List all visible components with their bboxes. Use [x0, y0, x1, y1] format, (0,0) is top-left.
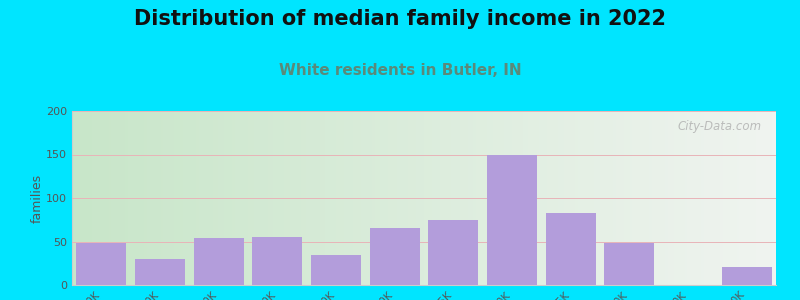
- Bar: [722, 267, 771, 285]
- Text: White residents in Butler, IN: White residents in Butler, IN: [278, 63, 522, 78]
- Bar: [429, 220, 478, 285]
- Bar: [253, 237, 302, 285]
- Bar: [605, 243, 654, 285]
- Text: City-Data.com: City-Data.com: [678, 120, 762, 133]
- Bar: [135, 259, 185, 285]
- Bar: [487, 154, 537, 285]
- Bar: [546, 213, 595, 285]
- Bar: [370, 229, 419, 285]
- Y-axis label: families: families: [30, 173, 43, 223]
- Bar: [77, 243, 126, 285]
- Bar: [194, 238, 243, 285]
- Text: Distribution of median family income in 2022: Distribution of median family income in …: [134, 9, 666, 29]
- Bar: [311, 254, 361, 285]
